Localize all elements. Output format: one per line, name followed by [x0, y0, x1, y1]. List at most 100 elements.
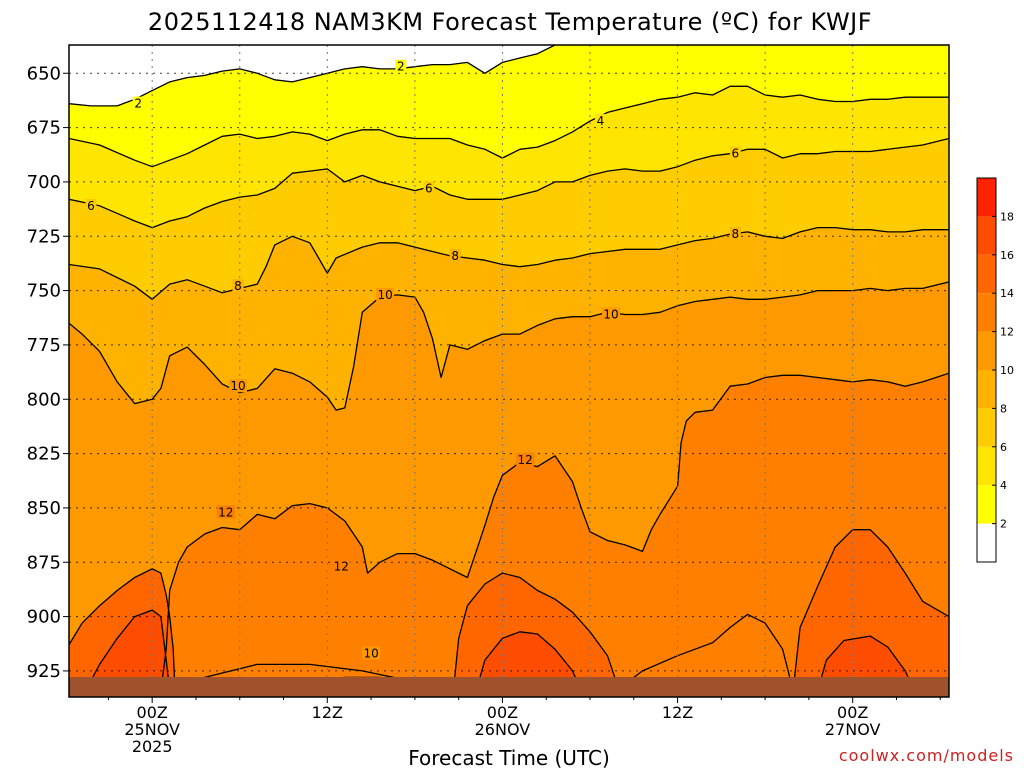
chart-title: 2025112418 NAM3KM Forecast Temperature (…: [148, 8, 872, 36]
contour-line-6: [69, 137, 949, 229]
x-tick-label: 25NOV: [124, 720, 180, 739]
y-axis: 650 675 700 725 750 775 800 825 850 875 900 925: [27, 63, 69, 682]
colorbar-tick-label: 6: [1000, 441, 1007, 454]
contour-label-bg: [395, 59, 407, 73]
fill-band-0-2: [69, 45, 555, 106]
contour-label-bg: [516, 453, 535, 467]
contour-label: 8: [234, 279, 242, 293]
colorbar-tick-label: 16: [1000, 249, 1014, 262]
contour-line-12: [615, 613, 794, 692]
x-tick-label: 00Z: [487, 703, 518, 722]
y-tick-label: 750: [27, 281, 61, 302]
contour-label: 12: [218, 505, 233, 519]
y-tick-label: 675: [27, 118, 61, 139]
y-tick-label: 650: [27, 63, 61, 84]
x-tick-label: 27NOV: [825, 720, 881, 739]
contour-labels: 2 2 4 6 6 6 8 8 8 10 10 10 10 12 12 12: [85, 59, 741, 661]
y-tick-label: 875: [27, 552, 61, 573]
contour-label-bg: [729, 227, 741, 241]
y-tick-label: 725: [27, 226, 61, 247]
x-tick-label: 26NOV: [475, 720, 531, 739]
contour-label: 2: [134, 97, 142, 111]
temperature-fill: [69, 45, 949, 697]
contour-label: 4: [597, 114, 605, 128]
contour-line-2: [69, 45, 556, 107]
x-tick-label: 00Z: [137, 703, 168, 722]
plot-area: 2 2 4 6 6 6 8 8 8 10 10 10 10 12 12 12: [69, 45, 949, 697]
contour-line-14: [792, 529, 949, 691]
y-tick-label: 775: [27, 335, 61, 356]
colorbar-swatch: [977, 446, 996, 486]
x-tick-label: 12Z: [312, 703, 343, 722]
x-tick-label: 00Z: [837, 703, 868, 722]
contour-label-bg: [232, 279, 244, 293]
contour-label: 10: [230, 379, 245, 393]
colorbar-swatch: [977, 178, 996, 217]
contour-label: 6: [425, 181, 433, 195]
colorbar-swatch: [977, 216, 996, 255]
plot-frame: [68, 44, 950, 698]
contour-label-bg: [729, 146, 741, 160]
contour-line-8: [69, 226, 949, 300]
colorbar-tick-label: 14: [1000, 287, 1014, 300]
contour-label-bg: [595, 114, 607, 128]
contour-label-bg: [376, 287, 395, 301]
colorbar-swatch: [977, 293, 996, 332]
contour-label: 8: [732, 227, 740, 241]
contour-label: 10: [377, 288, 392, 302]
contour-label: 6: [87, 199, 95, 213]
fill-band-12-14-surface: [616, 614, 794, 691]
contour-line-4: [69, 85, 949, 168]
x-tick-label: 2025: [132, 737, 173, 756]
x-tick-label: 12Z: [662, 703, 693, 722]
contour-line-16: [85, 609, 171, 691]
contour-label-bg: [602, 307, 621, 321]
y-tick-label: 825: [27, 444, 61, 465]
colorbar-swatch: [977, 408, 996, 447]
contour-label: 2: [397, 60, 405, 74]
contour-label-bg: [332, 559, 351, 573]
contour-line-16: [817, 635, 915, 691]
contour-label-bg: [216, 505, 235, 519]
contour-label: 10: [363, 647, 378, 661]
contour-label-bg: [423, 181, 435, 195]
contour-line-14: [69, 568, 176, 691]
y-tick-label: 850: [27, 498, 61, 519]
contour-label: 8: [451, 249, 459, 263]
contour-label: 10: [603, 307, 618, 321]
credit-text: coolwx.com/models: [839, 746, 1014, 765]
colorbar-tick-label: 10: [1000, 364, 1014, 377]
contour-label: 12: [334, 560, 349, 574]
contour-label-bg: [228, 379, 247, 393]
colorbar-tick-label: 12: [1000, 326, 1014, 339]
colorbar-swatch: [977, 254, 996, 294]
contour-label: 12: [518, 453, 533, 467]
contour-label-bg: [85, 198, 97, 212]
colorbar-tick-label: 2: [1000, 518, 1007, 531]
colorbar: 2 4 6 8 10 12 14 16 18: [976, 177, 1014, 563]
y-tick-label: 800: [27, 389, 61, 410]
fill-band-16-18: [85, 610, 170, 697]
contour-label-bg: [132, 96, 144, 110]
x-axis-label: Forecast Time (UTC): [408, 746, 610, 768]
contour-label-bg: [449, 248, 461, 262]
colorbar-swatch: [977, 523, 996, 562]
fill-band-12: [69, 373, 949, 697]
colorbar-tick-label: 4: [1000, 479, 1007, 492]
y-tick-label: 925: [27, 661, 61, 682]
contour-label: 6: [732, 147, 740, 161]
contour-line-10: [69, 281, 949, 411]
contour-line-16: [475, 631, 582, 691]
contour-line-14: [452, 572, 617, 691]
colorbar-swatch: [977, 485, 996, 524]
colorbar-swatch: [977, 370, 996, 409]
colorbar-tick-label: 18: [1000, 210, 1014, 223]
y-tick-label: 700: [27, 172, 61, 193]
colorbar-swatch: [977, 331, 996, 370]
ground-surface: [69, 677, 949, 697]
y-tick-label: 900: [27, 607, 61, 628]
colorbar-tick-label: 8: [1000, 402, 1007, 415]
contour-label-bg: [362, 646, 381, 660]
